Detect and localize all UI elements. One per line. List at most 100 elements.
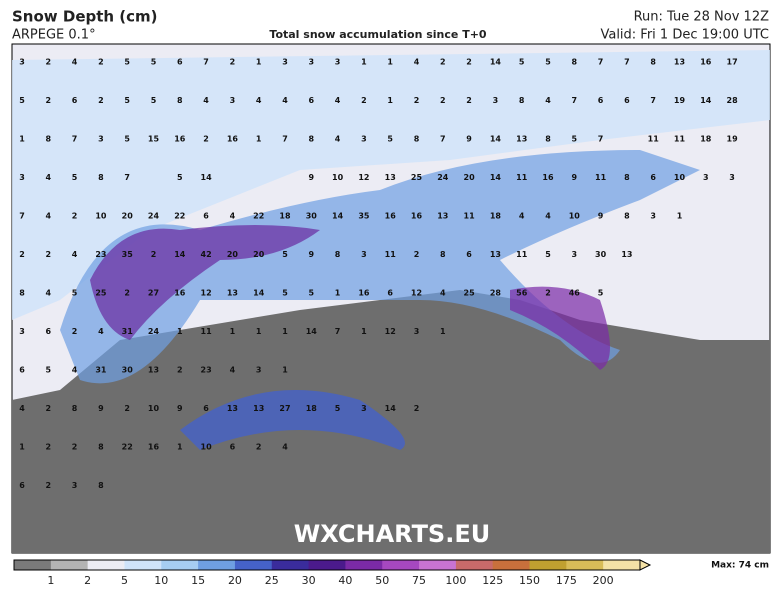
snow-value: 4 bbox=[46, 173, 52, 182]
snow-value: 1 bbox=[387, 96, 393, 105]
snow-value: 3 bbox=[361, 135, 367, 144]
snow-value: 27 bbox=[148, 289, 159, 298]
snow-value: 9 bbox=[309, 250, 315, 259]
snow-value: 4 bbox=[545, 96, 551, 105]
snow-value: 2 bbox=[72, 443, 78, 452]
snow-value: 20 bbox=[227, 250, 239, 259]
snow-value: 16 bbox=[227, 135, 239, 144]
snow-value: 2 bbox=[414, 96, 420, 105]
snow-value: 12 bbox=[358, 173, 369, 182]
snow-value: 7 bbox=[203, 58, 209, 67]
snow-value: 8 bbox=[19, 289, 25, 298]
snow-value: 2 bbox=[440, 58, 446, 67]
snow-east bbox=[510, 286, 610, 370]
snow-value: 1 bbox=[177, 443, 183, 452]
snow-value: 13 bbox=[621, 250, 632, 259]
snow-peak bbox=[90, 225, 320, 340]
colorbar-bin bbox=[603, 560, 641, 570]
snow-apennine bbox=[180, 390, 405, 450]
snow-value: 16 bbox=[174, 135, 186, 144]
snow-value: 30 bbox=[122, 366, 134, 375]
snow-value: 8 bbox=[46, 135, 52, 144]
colorbar-bin bbox=[234, 560, 273, 570]
snow-value: 2 bbox=[46, 96, 52, 105]
snow-value: 5 bbox=[309, 289, 315, 298]
snow-value: 4 bbox=[98, 327, 104, 336]
snow-value: 16 bbox=[411, 212, 423, 221]
snow-value: 2 bbox=[230, 58, 236, 67]
snow-value: 3 bbox=[493, 96, 499, 105]
snow-value: 4 bbox=[203, 96, 209, 105]
snow-value: 3 bbox=[282, 58, 288, 67]
snow-value: 4 bbox=[282, 96, 288, 105]
snow-value: 2 bbox=[203, 135, 209, 144]
snow-value: 6 bbox=[19, 366, 25, 375]
watermark: WXCHARTS.EU bbox=[294, 520, 490, 548]
map bbox=[11, 43, 771, 554]
snow-value: 6 bbox=[387, 289, 393, 298]
snow-value: 5 bbox=[387, 135, 393, 144]
snow-value: 11 bbox=[464, 212, 476, 221]
snow-value: 5 bbox=[177, 173, 183, 182]
colorbar-label: 5 bbox=[121, 574, 128, 587]
snow-value: 3 bbox=[230, 96, 236, 105]
snow-value: 1 bbox=[387, 58, 393, 67]
snow-value: 6 bbox=[598, 96, 604, 105]
snow-value: 24 bbox=[437, 173, 449, 182]
snow-value: 11 bbox=[595, 173, 607, 182]
snow-value: 2 bbox=[46, 250, 52, 259]
model: ARPEGE 0.1° bbox=[12, 28, 96, 43]
snow-value: 2 bbox=[46, 443, 52, 452]
snow-value: 19 bbox=[674, 96, 686, 105]
snow-value: 5 bbox=[124, 135, 130, 144]
snow-value: 8 bbox=[177, 96, 183, 105]
max-label: Max: 74 cm bbox=[711, 561, 769, 571]
snow-value: 6 bbox=[466, 250, 472, 259]
colorbar-arrow bbox=[639, 559, 652, 571]
snow-value: 14 bbox=[490, 58, 502, 67]
snow-value: 8 bbox=[309, 135, 315, 144]
title: Snow Depth (cm) bbox=[12, 8, 158, 26]
snow-value: 7 bbox=[72, 135, 78, 144]
snow-value: 14 bbox=[201, 173, 213, 182]
snow-value: 2 bbox=[46, 481, 52, 490]
snow-value: 18 bbox=[306, 404, 318, 413]
snow-value: 14 bbox=[385, 404, 397, 413]
colorbar-bin bbox=[308, 560, 346, 570]
snow-heavy bbox=[60, 150, 700, 384]
snow-value: 10 bbox=[201, 443, 213, 452]
snow-value: 6 bbox=[19, 481, 25, 490]
snow-value: 22 bbox=[122, 443, 133, 452]
snow-value: 4 bbox=[519, 212, 525, 221]
snow-value: 25 bbox=[411, 173, 423, 182]
snow-value: 3 bbox=[361, 404, 367, 413]
subtitle: Total snow accumulation since T+0 bbox=[269, 28, 487, 41]
snow-value: 13 bbox=[253, 404, 264, 413]
snow-value: 31 bbox=[95, 366, 107, 375]
colorbar-bin bbox=[87, 560, 125, 570]
snow-value: 2 bbox=[46, 404, 52, 413]
snow-value: 4 bbox=[72, 366, 78, 375]
colorbar-bin bbox=[124, 560, 162, 570]
snow-value: 6 bbox=[650, 173, 656, 182]
snow-value: 14 bbox=[490, 135, 502, 144]
snow-value: 1 bbox=[361, 58, 367, 67]
snow-value: 5 bbox=[572, 135, 578, 144]
snow-value: 13 bbox=[227, 404, 238, 413]
snow-value: 11 bbox=[516, 250, 528, 259]
snow-value: 8 bbox=[624, 173, 630, 182]
colorbar-label: 25 bbox=[265, 574, 279, 587]
snow-value: 1 bbox=[440, 327, 446, 336]
colorbar-label: 175 bbox=[556, 574, 577, 587]
snow-value: 18 bbox=[279, 212, 291, 221]
colorbar-bin bbox=[455, 560, 494, 570]
snow-value: 28 bbox=[727, 96, 739, 105]
snow-value: 19 bbox=[727, 135, 739, 144]
snow-value: 5 bbox=[124, 96, 130, 105]
snow-value: 1 bbox=[335, 289, 341, 298]
snow-value: 31 bbox=[122, 327, 134, 336]
snow-value: 2 bbox=[361, 96, 367, 105]
colorbar-bin bbox=[529, 560, 567, 570]
snow-value: 7 bbox=[624, 58, 630, 67]
